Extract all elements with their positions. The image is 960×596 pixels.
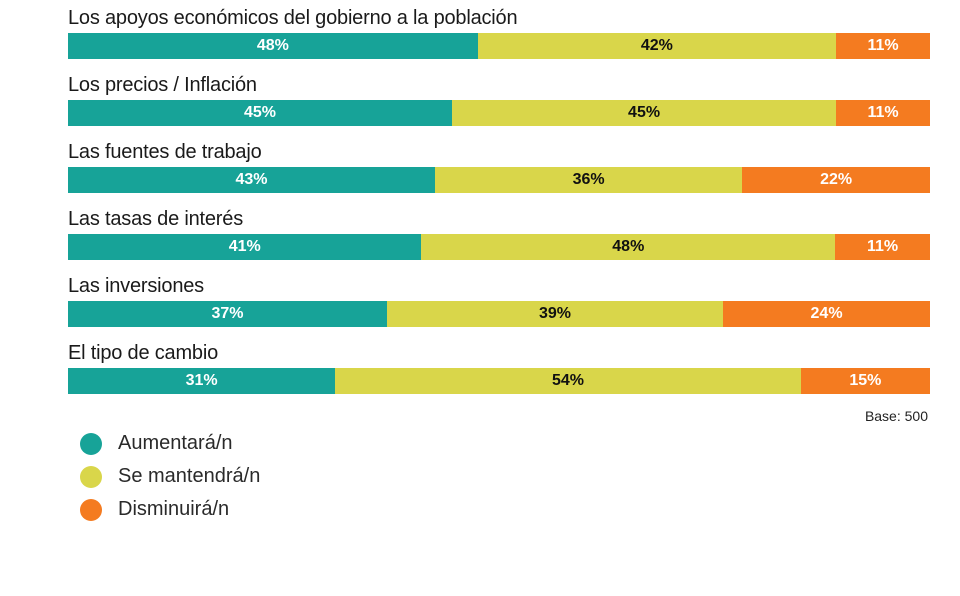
bar-segment-maintain: 48% (421, 234, 835, 260)
legend-label: Se mantendrá/n (118, 465, 260, 488)
bar-segment-value: 48% (257, 37, 289, 55)
bar-segment-increase: 45% (68, 100, 452, 126)
bar-segment-maintain: 54% (335, 368, 800, 394)
bar-stack: 37% 39% 24% (68, 301, 930, 327)
legend-label: Aumentará/n (118, 432, 233, 455)
legend-item-maintain: Se mantendrá/n (80, 465, 930, 488)
bar-row-label: Las inversiones (68, 274, 930, 299)
bar-row: Los apoyos económicos del gobierno a la … (68, 6, 930, 59)
bar-row: Las tasas de interés 41% 48% 11% (68, 207, 930, 260)
bar-segment-increase: 48% (68, 33, 478, 59)
bar-segment-value: 11% (867, 37, 898, 55)
bar-segment-maintain: 42% (478, 33, 836, 59)
bar-row: El tipo de cambio 31% 54% 15% (68, 341, 930, 394)
bar-segment-increase: 43% (68, 167, 435, 193)
bar-row-label: El tipo de cambio (68, 341, 930, 366)
bar-segment-maintain: 36% (435, 167, 742, 193)
bar-segment-value: 41% (229, 238, 261, 256)
bar-stack: 41% 48% 11% (68, 234, 930, 260)
bar-stack: 48% 42% 11% (68, 33, 930, 59)
bar-row: Los precios / Inflación 45% 45% 11% (68, 73, 930, 126)
bar-stack: 31% 54% 15% (68, 368, 930, 394)
bar-segment-value: 11% (867, 104, 898, 122)
bar-segment-decrease: 15% (801, 368, 930, 394)
chart-legend: Aumentará/n Se mantendrá/n Disminuirá/n (80, 432, 930, 521)
bar-segment-value: 48% (612, 238, 644, 256)
bar-segment-decrease: 11% (835, 234, 930, 260)
bar-segment-value: 45% (628, 104, 660, 122)
bar-row-label: Los precios / Inflación (68, 73, 930, 98)
bar-segment-value: 15% (849, 372, 881, 390)
bar-segment-value: 24% (811, 305, 843, 323)
bar-segment-decrease: 22% (742, 167, 930, 193)
bar-row: Las inversiones 37% 39% 24% (68, 274, 930, 327)
bar-segment-maintain: 45% (452, 100, 836, 126)
bar-row-label: Las tasas de interés (68, 207, 930, 232)
bar-segment-value: 43% (235, 171, 267, 189)
bar-row: Las fuentes de trabajo 43% 36% 22% (68, 140, 930, 193)
bar-segment-value: 36% (573, 171, 605, 189)
legend-item-decrease: Disminuirá/n (80, 498, 930, 521)
bar-segment-increase: 37% (68, 301, 387, 327)
chart-footnote: Base: 500 (68, 408, 930, 424)
legend-swatch-maintain (80, 466, 102, 488)
bar-segment-value: 11% (867, 238, 898, 256)
bar-segment-value: 22% (820, 171, 852, 189)
bar-segment-decrease: 11% (836, 33, 930, 59)
stacked-bar-chart: Los apoyos económicos del gobierno a la … (0, 0, 960, 521)
legend-label: Disminuirá/n (118, 498, 229, 521)
legend-item-increase: Aumentará/n (80, 432, 930, 455)
bar-segment-increase: 31% (68, 368, 335, 394)
bar-row-label: Los apoyos económicos del gobierno a la … (68, 6, 930, 31)
bar-segment-value: 42% (641, 37, 673, 55)
legend-swatch-decrease (80, 499, 102, 521)
bar-segment-decrease: 24% (723, 301, 930, 327)
legend-swatch-increase (80, 433, 102, 455)
bar-segment-decrease: 11% (836, 100, 930, 126)
bar-row-label: Las fuentes de trabajo (68, 140, 930, 165)
bar-segment-value: 54% (552, 372, 584, 390)
bar-segment-value: 31% (186, 372, 218, 390)
bar-segment-value: 45% (244, 104, 276, 122)
bar-segment-value: 37% (211, 305, 243, 323)
bar-stack: 45% 45% 11% (68, 100, 930, 126)
bar-segment-increase: 41% (68, 234, 421, 260)
bar-segment-value: 39% (539, 305, 571, 323)
bar-stack: 43% 36% 22% (68, 167, 930, 193)
bar-segment-maintain: 39% (387, 301, 723, 327)
